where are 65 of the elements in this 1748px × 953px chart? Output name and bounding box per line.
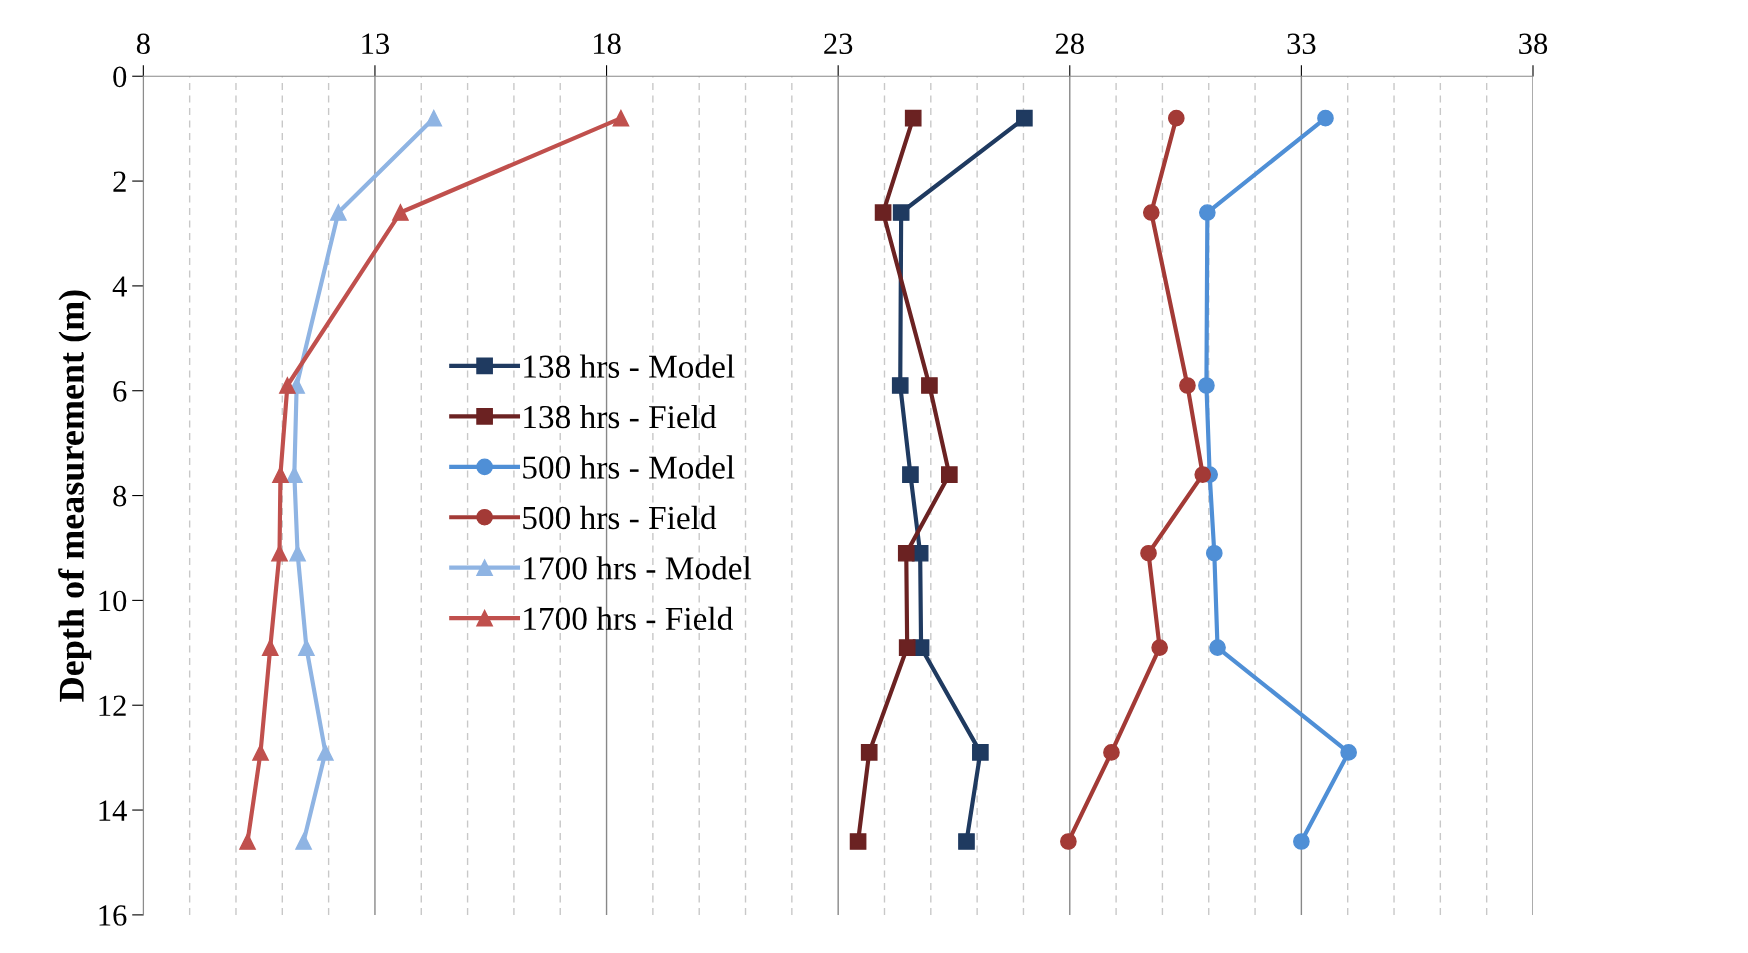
x-tick-label: 18 xyxy=(593,33,621,55)
y-axis-title: Depth of measurement (m) xyxy=(58,290,92,702)
point xyxy=(279,377,296,394)
point xyxy=(1209,639,1226,656)
point xyxy=(1060,833,1077,850)
point xyxy=(1167,109,1185,127)
point xyxy=(286,466,303,483)
point xyxy=(849,833,867,850)
y-tick-label: 2 xyxy=(113,171,126,192)
y-tick-label: 6 xyxy=(113,381,127,402)
x-tick-label: 23 xyxy=(824,33,853,55)
point xyxy=(891,377,909,394)
point xyxy=(1198,377,1215,394)
point xyxy=(612,109,630,127)
point xyxy=(392,204,409,221)
point xyxy=(874,204,892,221)
point xyxy=(1340,744,1357,761)
point xyxy=(1142,204,1160,221)
legend-label: 1700 hrs - Model xyxy=(524,556,752,580)
point xyxy=(1103,744,1120,761)
point xyxy=(897,544,915,562)
point xyxy=(904,109,922,127)
point xyxy=(317,744,334,761)
y-tick-label: 12 xyxy=(99,695,126,716)
point xyxy=(898,639,916,656)
x-tick-label: 33 xyxy=(1287,33,1316,55)
point xyxy=(860,744,878,761)
y-tick-label: 0 xyxy=(113,66,127,88)
point xyxy=(1140,544,1157,562)
point xyxy=(921,377,938,394)
point xyxy=(239,833,256,850)
point xyxy=(1016,109,1033,127)
point xyxy=(1179,377,1196,394)
point xyxy=(272,466,289,483)
point xyxy=(261,639,279,656)
point xyxy=(958,833,975,850)
point xyxy=(1194,466,1212,483)
y-tick-label: 14 xyxy=(99,800,127,821)
point xyxy=(1199,204,1216,221)
x-tick-label: 38 xyxy=(1519,33,1548,55)
x-tick-label: 13 xyxy=(362,33,390,55)
y-tick-label: 10 xyxy=(99,590,127,612)
x-tick-label: 8 xyxy=(136,33,150,55)
point xyxy=(330,204,347,221)
y-tick-label: 4 xyxy=(112,276,127,297)
y-tick-label: 16 xyxy=(99,905,127,926)
legend-label: 138 hrs - Field xyxy=(524,404,717,429)
legend-label: 1700 hrs - Field xyxy=(524,606,733,631)
point xyxy=(972,744,989,761)
x-tick-label: 28 xyxy=(1055,33,1084,55)
point xyxy=(1151,639,1168,656)
point xyxy=(902,466,919,483)
point xyxy=(1205,544,1223,562)
point xyxy=(1293,833,1310,850)
point xyxy=(252,744,269,761)
point xyxy=(295,833,312,850)
y-tick-label: 8 xyxy=(113,485,127,507)
legend-label: 500 hrs - Model xyxy=(523,455,735,479)
point xyxy=(892,204,910,221)
point xyxy=(1317,109,1334,127)
point xyxy=(425,109,443,127)
point xyxy=(298,639,315,656)
point xyxy=(941,466,958,483)
legend-label: 500 hrs - Field xyxy=(523,505,717,530)
legend-label: 138 hrs - Model xyxy=(524,354,735,378)
